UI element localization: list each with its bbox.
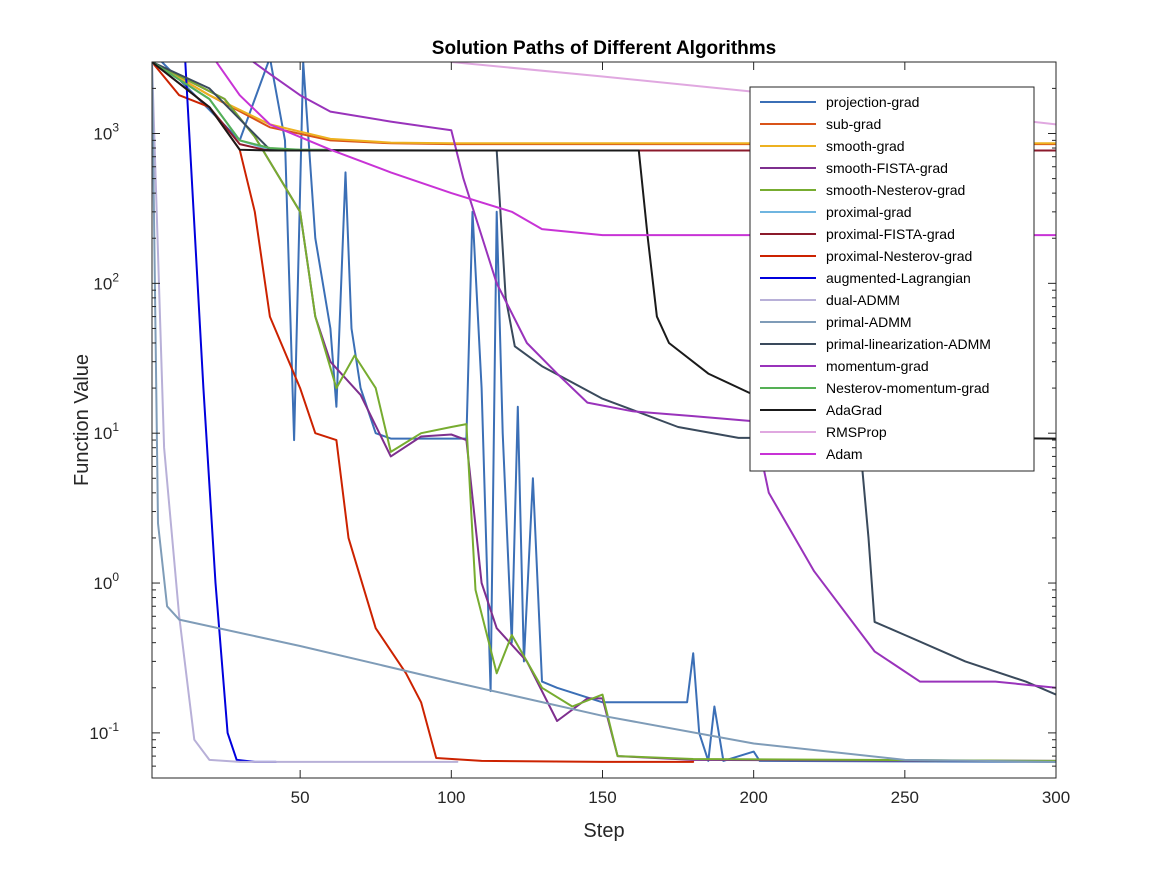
series-line-dual-admm <box>152 62 459 763</box>
x-tick-label: 100 <box>437 788 465 807</box>
legend-entry-proximal-grad: proximal-grad <box>826 204 912 220</box>
legend-entry-momentum-grad: momentum-grad <box>826 358 929 374</box>
legend-entry-rmsprop: RMSProp <box>826 424 887 440</box>
legend-entry-augmented-lagrangian: augmented-Lagrangian <box>826 270 971 286</box>
series-line-momentum-grad <box>251 62 1056 689</box>
legend-entry-nesterov-momentum-grad: Nesterov-momentum-grad <box>826 380 989 396</box>
legend-entry-smooth-fista-grad: smooth-FISTA-grad <box>826 160 948 176</box>
legend-entry-smooth-nesterov-grad: smooth-Nesterov-grad <box>826 182 965 198</box>
x-tick-label: 50 <box>291 788 310 807</box>
legend-entry-proximal-nesterov-grad: proximal-Nesterov-grad <box>826 248 972 264</box>
x-tick-label: 200 <box>739 788 767 807</box>
axes-box <box>151 61 1057 779</box>
series-line-primal-admm <box>152 62 1056 763</box>
x-tick-label: 300 <box>1042 788 1070 807</box>
series-line-smooth-nesterov-grad <box>152 62 1056 762</box>
legend-entry-adagrad: AdaGrad <box>826 402 882 418</box>
legend-entry-dual-admm: dual-ADMM <box>826 292 900 308</box>
chart-title: Solution Paths of Different Algorithms <box>432 38 776 59</box>
legend-entry-proximal-fista-grad: proximal-FISTA-grad <box>826 226 955 242</box>
legend-entry-adam: Adam <box>826 446 863 462</box>
legend-entry-smooth-grad: smooth-grad <box>826 138 905 154</box>
x-tick-label: 150 <box>588 788 616 807</box>
x-axis-label: Step <box>583 820 624 842</box>
legend-entry-primal-admm: primal-ADMM <box>826 314 912 330</box>
legend: projection-grad sub-grad smooth-grad smooth… <box>749 86 1035 472</box>
y-axis-label: Function Value <box>71 354 93 486</box>
x-tick-label: 250 <box>891 788 919 807</box>
legend-entry-sub-grad: sub-grad <box>826 116 881 132</box>
series-line-projection-grad <box>160 62 1056 763</box>
legend-entry-primal-linearization-admm: primal-linearization-ADMM <box>826 336 991 352</box>
legend-entry-projection-grad: projection-grad <box>826 94 919 110</box>
